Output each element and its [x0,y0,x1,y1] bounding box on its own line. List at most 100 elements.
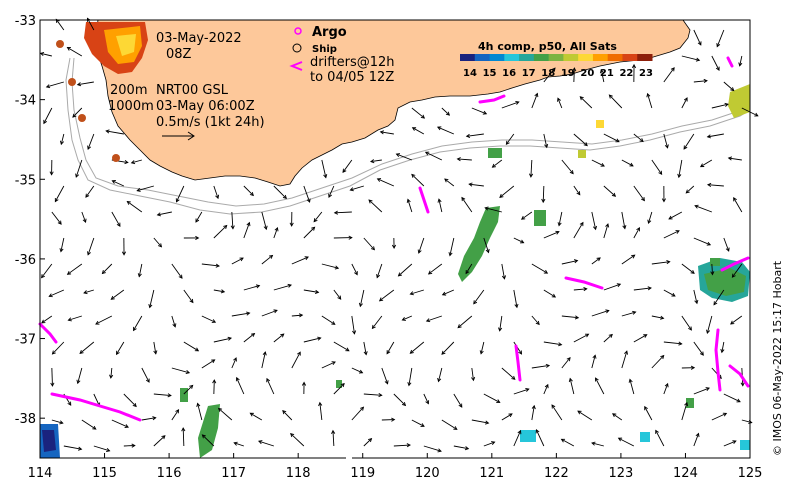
date-label: 03-May-2022 [156,31,242,46]
current-vector-head [605,223,610,228]
current-vector [621,351,628,369]
current-vector [370,159,382,163]
current-vector-head [110,295,115,300]
current-vector-head [694,299,699,305]
current-vector [321,263,339,269]
current-vector-head [671,292,676,297]
colorbar-segment [548,54,564,61]
current-vector-head [167,393,172,398]
scale-arrow [162,131,195,141]
current-vector-head [266,377,271,383]
current-vector-head [386,350,391,355]
current-vector [52,341,65,355]
colorbar-segment [533,54,550,61]
current-vector [700,159,713,168]
current-vector [291,314,303,317]
current-vector-head [126,200,131,205]
current-vector [521,211,533,220]
current-vector-head [175,409,180,414]
current-vector-head [133,326,137,332]
current-vector [116,341,125,355]
current-vector-head [313,218,318,223]
current-vector-head [572,67,577,72]
current-vector [603,223,609,239]
current-vector-head [175,198,180,203]
current-vector [67,47,83,57]
current-vector-head [195,218,200,223]
current-vector-head [639,138,644,143]
current-vector [197,403,203,421]
current-vector [543,289,556,298]
current-vector [67,263,83,275]
current-vector-head [505,140,510,145]
current-vector [428,263,443,275]
current-vector-head [255,284,261,289]
current-vector-head [87,251,91,256]
current-vector-head [349,187,354,192]
current-vector [218,408,233,421]
longitude-axis: 114 115 116 117 118 119 120 121 122 123 124 125 [28,453,762,481]
current-vector-head [541,198,546,204]
current-vector [713,289,725,305]
current-vector [618,437,635,447]
current-vector [655,430,665,447]
current-vector-head [223,224,228,230]
current-vector [685,185,695,194]
current-vector [183,341,199,352]
current-vector-head [631,63,637,69]
current-vector [171,315,176,327]
current-vector [543,133,548,148]
current-vector-head [75,173,80,178]
current-vector [683,133,695,150]
current-vector-head [551,67,556,72]
current-vector-head [76,82,82,87]
current-vector [123,393,137,407]
current-vector [106,130,124,135]
current-vector-head [158,243,163,248]
current-vector-head [690,365,696,370]
current-vector [573,133,588,146]
current-vector [723,440,737,447]
current-vector [651,159,663,175]
current-vector-head [425,400,430,405]
colorbar-segment [563,54,579,61]
current-vector-head [631,254,636,259]
current-vector [663,230,680,239]
current-vector-head [566,357,571,362]
current-vector [411,107,425,119]
current-vector [603,185,616,197]
current-vector [651,315,664,319]
argo-float-marker [68,78,76,86]
current-vector-head [660,315,665,320]
current-vector [644,406,653,421]
current-vector-head [77,446,83,451]
current-vector [332,430,335,447]
current-vector-head [54,197,59,203]
current-vector-head [409,349,414,354]
current-vector [72,107,83,118]
current-vector [441,107,450,116]
current-vector-head [376,274,381,279]
colorbar-tick-label: 18 [541,68,555,79]
current-vector-head [289,222,294,227]
current-vector [41,263,53,278]
current-vector [569,378,575,395]
current-vector [231,211,234,229]
current-vector [273,333,285,343]
current-vector-head [436,126,442,131]
current-vector [83,289,94,294]
current-vector-head [664,144,669,149]
current-vector [633,227,640,239]
current-vector [213,337,232,343]
current-vector-head [411,127,417,131]
current-vector-head [39,51,45,56]
current-vector [137,185,154,192]
current-vector-head [185,370,191,375]
current-vector [46,81,64,88]
current-vector [112,180,125,187]
colorbar-segment [474,54,491,61]
current-vector-head [358,369,364,374]
current-vector [261,309,278,317]
current-vector [513,289,518,308]
current-vector [438,199,443,213]
